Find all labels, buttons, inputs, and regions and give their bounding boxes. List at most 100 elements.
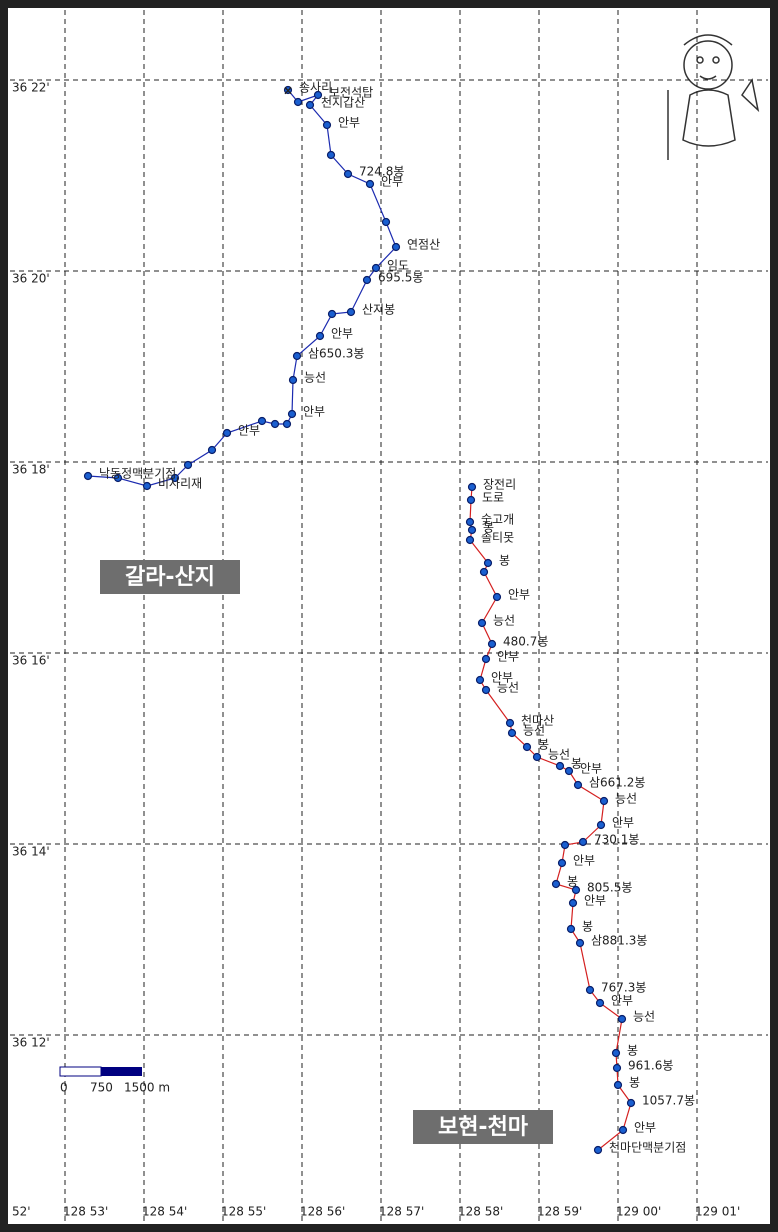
- waypoint: [564, 766, 574, 776]
- waypoint-label: 695.5봉: [378, 271, 423, 285]
- waypoint: [595, 998, 605, 1008]
- waypoint: [505, 718, 515, 728]
- waypoint-label: 안부: [338, 116, 360, 130]
- scale-bar: [59, 1066, 102, 1077]
- lon-label: 128 54': [142, 1205, 187, 1219]
- waypoint: [611, 1048, 621, 1058]
- waypoint-label: 안부: [381, 175, 403, 189]
- waypoint: [613, 1080, 623, 1090]
- waypoint: [599, 796, 609, 806]
- waypoint: [466, 495, 476, 505]
- waypoint-label: 능선: [523, 724, 545, 738]
- waypoint: [288, 375, 298, 385]
- waypoint-label: 산지봉: [362, 303, 395, 317]
- waypoint: [481, 654, 491, 664]
- waypoint-label: 안부: [238, 424, 260, 438]
- waypoint: [477, 618, 487, 628]
- waypoint: [327, 309, 337, 319]
- waypoint-label: 1057.7봉: [642, 1094, 695, 1108]
- waypoint: [183, 460, 193, 470]
- waypoint: [391, 242, 401, 252]
- waypoint: [381, 217, 391, 227]
- waypoint: [346, 307, 356, 317]
- waypoint-label: 안부: [491, 671, 513, 685]
- waypoint-label: 삼881.3봉: [591, 934, 647, 948]
- region-box: [413, 1110, 553, 1144]
- lon-label: 128 57': [379, 1205, 424, 1219]
- waypoint: [282, 419, 292, 429]
- lon-label: 128 58': [458, 1205, 503, 1219]
- waypoint-label: 안부: [580, 762, 602, 776]
- waypoint-label: 천마산: [521, 713, 554, 728]
- waypoint-label: 천마단맥분기점: [609, 1140, 686, 1155]
- scale-bar: [101, 1067, 142, 1076]
- waypoint: [618, 1125, 628, 1135]
- waypoint: [593, 1145, 603, 1155]
- waypoint: [170, 473, 180, 483]
- waypoint-label: 767.3봉: [601, 981, 646, 995]
- start-marker: ×: [283, 84, 293, 98]
- region-label: 갈라-산지: [125, 565, 215, 590]
- waypoint: [560, 840, 570, 850]
- waypoint-label: 봉: [538, 738, 549, 752]
- lat-label: 36 22': [12, 81, 50, 95]
- scale-label: 750: [90, 1081, 113, 1095]
- waypoint: [142, 481, 152, 491]
- waypoint: [465, 535, 475, 545]
- waypoint-label: 천지갑산: [321, 95, 365, 110]
- waypoint-label: 임도: [387, 259, 409, 273]
- waypoint-label: 능선: [497, 681, 519, 695]
- waypoint: [467, 525, 477, 535]
- waypoint: [507, 728, 517, 738]
- waypoint-label: 안부: [611, 994, 633, 1008]
- waypoint: [573, 780, 583, 790]
- lon-label: 128 53': [63, 1205, 108, 1219]
- waypoint-label: 능선: [493, 614, 515, 628]
- waypoint: [305, 100, 315, 110]
- waypoint: [596, 820, 606, 830]
- waypoint-label: 삼661.2봉: [589, 776, 645, 790]
- map-background: [8, 8, 770, 1224]
- waypoint: [222, 428, 232, 438]
- waypoint-label: 보전석탑: [329, 86, 373, 100]
- lon-label: 128 59': [537, 1205, 582, 1219]
- waypoint: [475, 675, 485, 685]
- waypoint: [522, 742, 532, 752]
- waypoint: [566, 924, 576, 934]
- waypoint-label: 능선: [548, 748, 570, 762]
- waypoint-label: 안부: [303, 405, 325, 419]
- waypoint: [487, 639, 497, 649]
- waypoint-label: 낙동정맥분기점: [99, 467, 176, 481]
- waypoint-label: 961.6봉: [628, 1059, 673, 1073]
- waypoint: [83, 471, 93, 481]
- track-line: [87, 89, 397, 487]
- lon-label: 128 56': [300, 1205, 345, 1219]
- waypoint: [626, 1098, 636, 1108]
- waypoint-label: 안부: [508, 588, 530, 602]
- waypoint-label: 안부: [584, 894, 606, 908]
- waypoint: [481, 685, 491, 695]
- waypoint-label: 730.1봉: [594, 833, 639, 847]
- waypoint-label: 봉: [499, 554, 510, 568]
- scale-label: 0: [60, 1081, 68, 1095]
- waypoint: [492, 592, 502, 602]
- waypoint: [315, 331, 325, 341]
- waypoint-label: 805.5봉: [587, 881, 632, 895]
- region-label: 보현-천마: [438, 1115, 529, 1140]
- lon-label: 129 00': [616, 1205, 661, 1219]
- waypoint: [292, 351, 302, 361]
- waypoint: [557, 858, 567, 868]
- waypoint: [551, 879, 561, 889]
- waypoint-label: 봉: [629, 1076, 640, 1090]
- waypoint: [257, 416, 267, 426]
- lat-label: 36 12': [12, 1036, 50, 1050]
- waypoint-label: 연점산: [407, 238, 440, 252]
- waypoint: [343, 169, 353, 179]
- waypoint-label: 능선: [633, 1010, 655, 1024]
- waypoint-label: 봉: [567, 875, 578, 889]
- waypoint-label: 안부: [634, 1121, 656, 1135]
- lon-label: 128 55': [221, 1205, 266, 1219]
- waypoint-label: 숯고개: [481, 513, 514, 527]
- waypoint-label: 장전리: [483, 478, 516, 492]
